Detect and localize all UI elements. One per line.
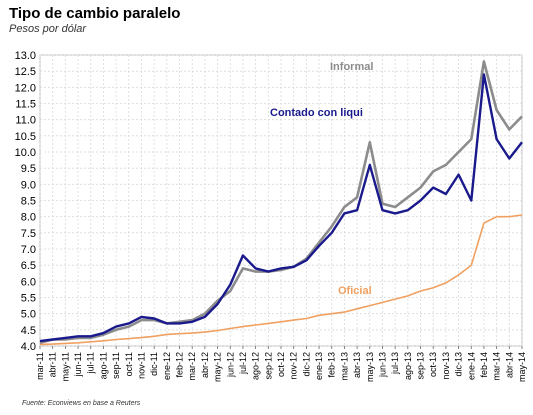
x-tick-label-11: feb-12 [175,352,185,378]
x-tick-label-23: feb-13 [327,352,337,378]
y-tick-label-1: 4.5 [21,325,36,337]
x-tick-label-14: may-12 [213,352,223,382]
x-tick-label-29: ago-13 [403,352,413,380]
y-tick-label-4: 6.0 [21,276,36,288]
x-tick-label-35: feb-14 [479,352,489,378]
x-tick-label-4: jul-11 [86,352,96,374]
x-tick-label-31: oct-13 [428,352,438,377]
x-tick-label-15: jun-12 [225,352,235,378]
x-tick-label-2: may-11 [60,352,70,381]
chart-subtitle: Pesos por dólar [9,23,87,35]
y-tick-label-9: 8.5 [21,196,36,208]
x-tick-label-33: dic-13 [454,352,464,377]
x-tick-label-3: jun-11 [73,352,83,377]
chart-title: Tipo de cambio paralelo [9,5,181,22]
x-tick-label-16: jul-12 [238,352,248,375]
x-tick-label-7: oct-11 [124,352,134,376]
x-tick-label-24: mar-13 [339,352,349,381]
y-tick-label-0: 4.0 [21,341,36,353]
x-tick-label-34: ene-14 [466,352,476,380]
y-tick-label-13: 10.5 [15,131,36,143]
y-tick-label-6: 7.0 [21,244,36,256]
x-tick-label-18: sep-12 [263,352,273,380]
series-label-oficial: Oficial [338,285,372,297]
y-tick-label-15: 11.5 [15,99,36,111]
x-tick-label-21: dic-12 [301,352,311,377]
y-tick-label-8: 8.0 [21,212,36,224]
y-tick-label-3: 5.5 [21,293,36,305]
x-tick-label-19: oct-12 [276,352,286,377]
x-tick-label-30: sep-13 [416,352,426,380]
x-tick-label-9: dic-11 [149,352,159,376]
x-tick-label-6: sep-11 [111,352,121,379]
x-tick-label-36: mar-14 [492,352,502,381]
y-tick-label-10: 9.0 [21,179,36,191]
x-tick-label-27: jun-13 [377,352,387,378]
y-tick-label-5: 6.5 [21,260,36,272]
x-tick-label-10: ene-12 [162,352,172,380]
x-tick-label-20: nov-12 [289,352,299,380]
x-tick-label-22: ene-13 [314,352,324,380]
y-tick-label-11: 9.5 [21,163,36,175]
series-label-contado-con-liqui: Contado con liqui [270,107,363,119]
series-line-contado-con-liqui [39,73,523,343]
y-tick-label-16: 12.0 [15,82,36,94]
x-tick-label-1: abr-11 [48,352,58,377]
y-tick-label-2: 5.0 [21,309,36,321]
x-tick-label-13: abr-12 [200,352,210,378]
x-tick-label-28: jul-13 [390,352,400,375]
y-tick-label-14: 11.0 [15,115,36,127]
series-line-oficial [39,214,523,346]
x-tick-label-5: ago-11 [98,352,108,379]
x-tick-label-32: nov-13 [441,352,451,380]
series-line-informal [39,60,523,345]
x-tick-label-38: may-14 [517,352,527,382]
series-label-informal: Informal [330,61,373,73]
y-tick-label-17: 12.5 [15,66,36,78]
y-tick-label-12: 10.0 [15,147,36,159]
chart-source: Fuente: Econviews en base a Reuters [22,400,141,407]
x-tick-label-8: nov-11 [136,352,146,379]
y-tick-label-7: 7.5 [21,228,36,240]
x-tick-label-37: abr-14 [504,352,514,378]
y-tick-label-18: 13.0 [15,50,36,62]
x-tick-label-0: mar-11 [35,352,45,380]
x-tick-label-25: abr-13 [352,352,362,378]
x-tick-label-17: ago-12 [251,352,261,380]
x-tick-label-12: mar-12 [187,352,197,381]
x-tick-label-26: may-13 [365,352,375,382]
